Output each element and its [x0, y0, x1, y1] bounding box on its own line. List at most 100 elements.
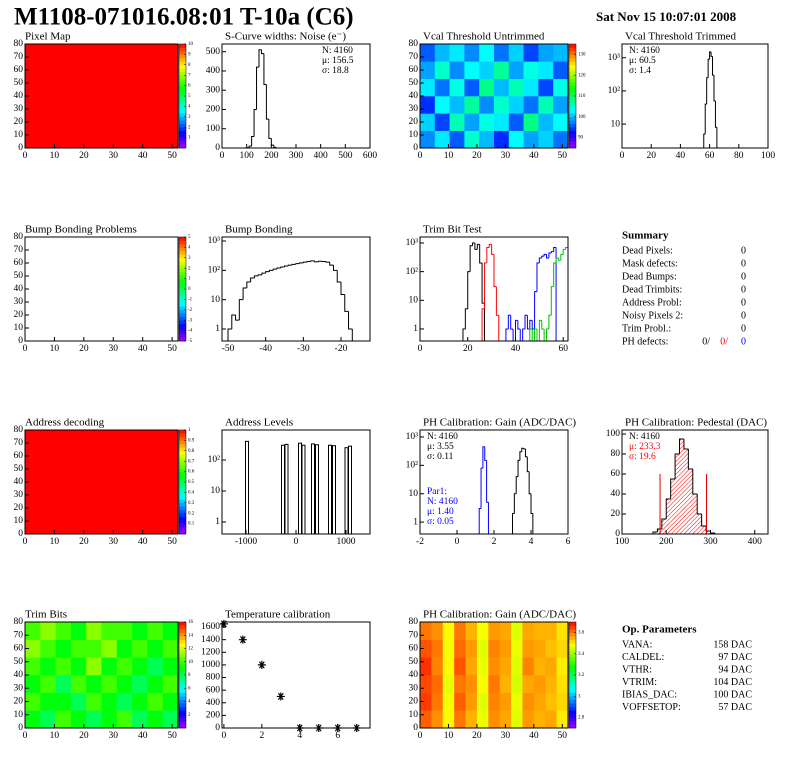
- heat-cell: [511, 675, 523, 693]
- colorbar-step: [179, 57, 186, 62]
- heat-cell: [86, 710, 102, 729]
- y-tick-label: 200: [206, 711, 221, 721]
- y-tick-label: 20: [14, 310, 24, 320]
- colorbar-step: [569, 696, 576, 701]
- x-tick-label: 20: [79, 731, 89, 741]
- spike: [332, 445, 336, 535]
- colorbar-label: 2: [188, 266, 191, 271]
- spike: [344, 447, 349, 535]
- y-tick-label: 80: [14, 425, 24, 435]
- x-tick-label: -2: [416, 537, 424, 547]
- colorbar-step: [569, 89, 576, 93]
- heat-cell: [476, 710, 489, 729]
- hist-bin: [306, 261, 311, 263]
- y-tick-label: 400: [206, 698, 221, 708]
- x-tick-label: 50: [558, 151, 568, 161]
- heat-cell: [55, 622, 72, 640]
- colorbar-step: [569, 75, 576, 79]
- heat-cell: [522, 657, 535, 676]
- heat-cell: [465, 657, 478, 676]
- y-tick-label: 0: [215, 723, 220, 733]
- hist-bin: [263, 53, 267, 85]
- heat-cell: [511, 657, 523, 676]
- heat-cell: [86, 622, 102, 640]
- heat-cell: [465, 710, 478, 729]
- colorbar-step: [179, 447, 186, 452]
- heat-cell: [101, 675, 118, 693]
- heat-cell: [556, 657, 569, 676]
- colorbar-label: 0.9: [188, 439, 195, 444]
- asterisk: [276, 692, 285, 701]
- y-tick-label: 0: [413, 723, 418, 733]
- colorbar-step: [179, 720, 186, 725]
- colorbar-step: [179, 334, 186, 338]
- hist-bin: [253, 108, 257, 137]
- colorbar-step: [569, 85, 576, 90]
- x-tick-label: 20: [79, 151, 89, 161]
- parameter-value: 158 DAC: [713, 639, 752, 650]
- x-tick-label: 200: [264, 151, 279, 161]
- colorbar-step: [179, 703, 186, 708]
- y-tick-label: 0: [18, 143, 23, 153]
- heat-cell: [479, 61, 495, 79]
- y-tick-label: 100: [606, 429, 621, 439]
- heat-cell: [434, 113, 450, 131]
- heat-cell: [116, 622, 133, 640]
- heat-cell: [465, 622, 478, 640]
- hist-bin: [560, 253, 564, 261]
- y-tick-label: 1: [413, 324, 418, 334]
- colorbar-label: 10: [188, 660, 194, 665]
- colorbar-step: [179, 488, 186, 493]
- y-tick-label: 60: [14, 65, 24, 75]
- x-tick-label: 10: [444, 151, 454, 161]
- summary-label: Noisy Pixels 2:: [622, 310, 683, 321]
- colorbar-step: [179, 436, 186, 441]
- hist-bin: [701, 514, 707, 527]
- y-tick-label: 10: [409, 130, 419, 140]
- colorbar-step: [179, 123, 186, 128]
- x-tick-label: 1000: [337, 537, 356, 547]
- heat-cell: [40, 692, 56, 711]
- y-tick-label: 500: [206, 47, 221, 57]
- stats-line: N: 4160: [629, 432, 660, 442]
- hist-bin: [515, 476, 519, 494]
- stats-line: μ: 156.5: [322, 56, 354, 66]
- colorbar-label: 130: [578, 53, 586, 58]
- heat-cell: [420, 78, 436, 97]
- stats-line: μ: 60.5: [629, 56, 656, 66]
- heat-cell: [55, 657, 72, 676]
- colorbar-step: [179, 89, 186, 93]
- colorbar-step: [569, 82, 576, 86]
- y-tick-label: 10²: [208, 266, 221, 276]
- colorbar-step: [179, 443, 186, 448]
- heat-cell: [442, 639, 455, 658]
- colorbar-step: [179, 309, 186, 314]
- hist-bin: [491, 244, 494, 255]
- panel-title: Bump Bonding Problems: [25, 224, 137, 236]
- colorbar-step: [179, 692, 186, 697]
- colorbar-step: [179, 625, 186, 630]
- x-tick-label: 100: [615, 537, 630, 547]
- y-tick-label: 10³: [608, 53, 621, 63]
- heat-cell: [420, 692, 432, 711]
- colorbar-step: [569, 653, 576, 658]
- hist-bin: [280, 266, 285, 269]
- hist-fill: [652, 532, 658, 534]
- heat-cell: [553, 78, 569, 97]
- heat-cell: [553, 130, 569, 149]
- y-tick-label: 10: [409, 710, 419, 720]
- x-tick-label: 40: [529, 151, 539, 161]
- y-tick-label: 70: [409, 630, 419, 640]
- colorbar-step: [179, 261, 186, 266]
- hist-bin: [251, 135, 255, 147]
- heat-cell: [86, 639, 102, 658]
- asterisk: [257, 660, 266, 669]
- heat-cell: [545, 622, 557, 640]
- hist-bin: [238, 299, 244, 321]
- y-tick-label: 10: [611, 119, 621, 129]
- colorbar-step: [569, 127, 576, 131]
- colorbar-step: [569, 134, 576, 138]
- heat-cell: [420, 61, 436, 79]
- hist-bin: [317, 260, 323, 262]
- hist-bin: [683, 439, 689, 450]
